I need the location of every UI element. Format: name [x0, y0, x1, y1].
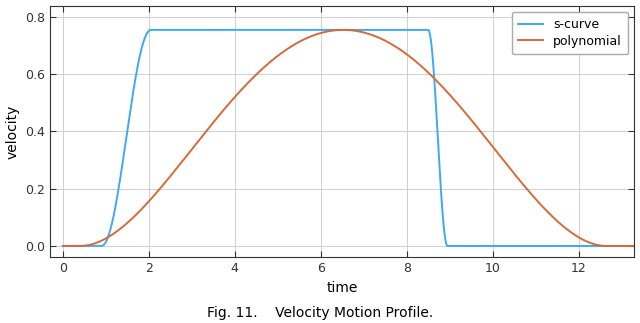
- s-curve: [281, 28, 289, 32]
- Y-axis label: velocity: velocity: [6, 104, 20, 159]
- polynomial: [536, 202, 544, 206]
- X-axis label: time: time: [326, 281, 358, 295]
- s-curve: [59, 244, 67, 248]
- Line: s-curve: s-curve: [63, 30, 640, 246]
- polynomial: [59, 244, 67, 248]
- s-curve: [164, 28, 172, 32]
- s-curve: [492, 244, 500, 248]
- polynomial: [492, 149, 500, 153]
- s-curve: [147, 28, 155, 32]
- Line: polynomial: polynomial: [63, 30, 640, 246]
- Legend: s-curve, polynomial: s-curve, polynomial: [512, 12, 628, 54]
- polynomial: [164, 177, 172, 181]
- s-curve: [436, 178, 444, 182]
- polynomial: [339, 28, 347, 32]
- s-curve: [536, 244, 544, 248]
- polynomial: [639, 244, 640, 248]
- s-curve: [639, 244, 640, 248]
- polynomial: [281, 49, 289, 53]
- Text: Fig. 11.    Velocity Motion Profile.: Fig. 11. Velocity Motion Profile.: [207, 306, 433, 320]
- polynomial: [407, 56, 415, 59]
- polynomial: [436, 83, 444, 87]
- s-curve: [407, 28, 415, 32]
